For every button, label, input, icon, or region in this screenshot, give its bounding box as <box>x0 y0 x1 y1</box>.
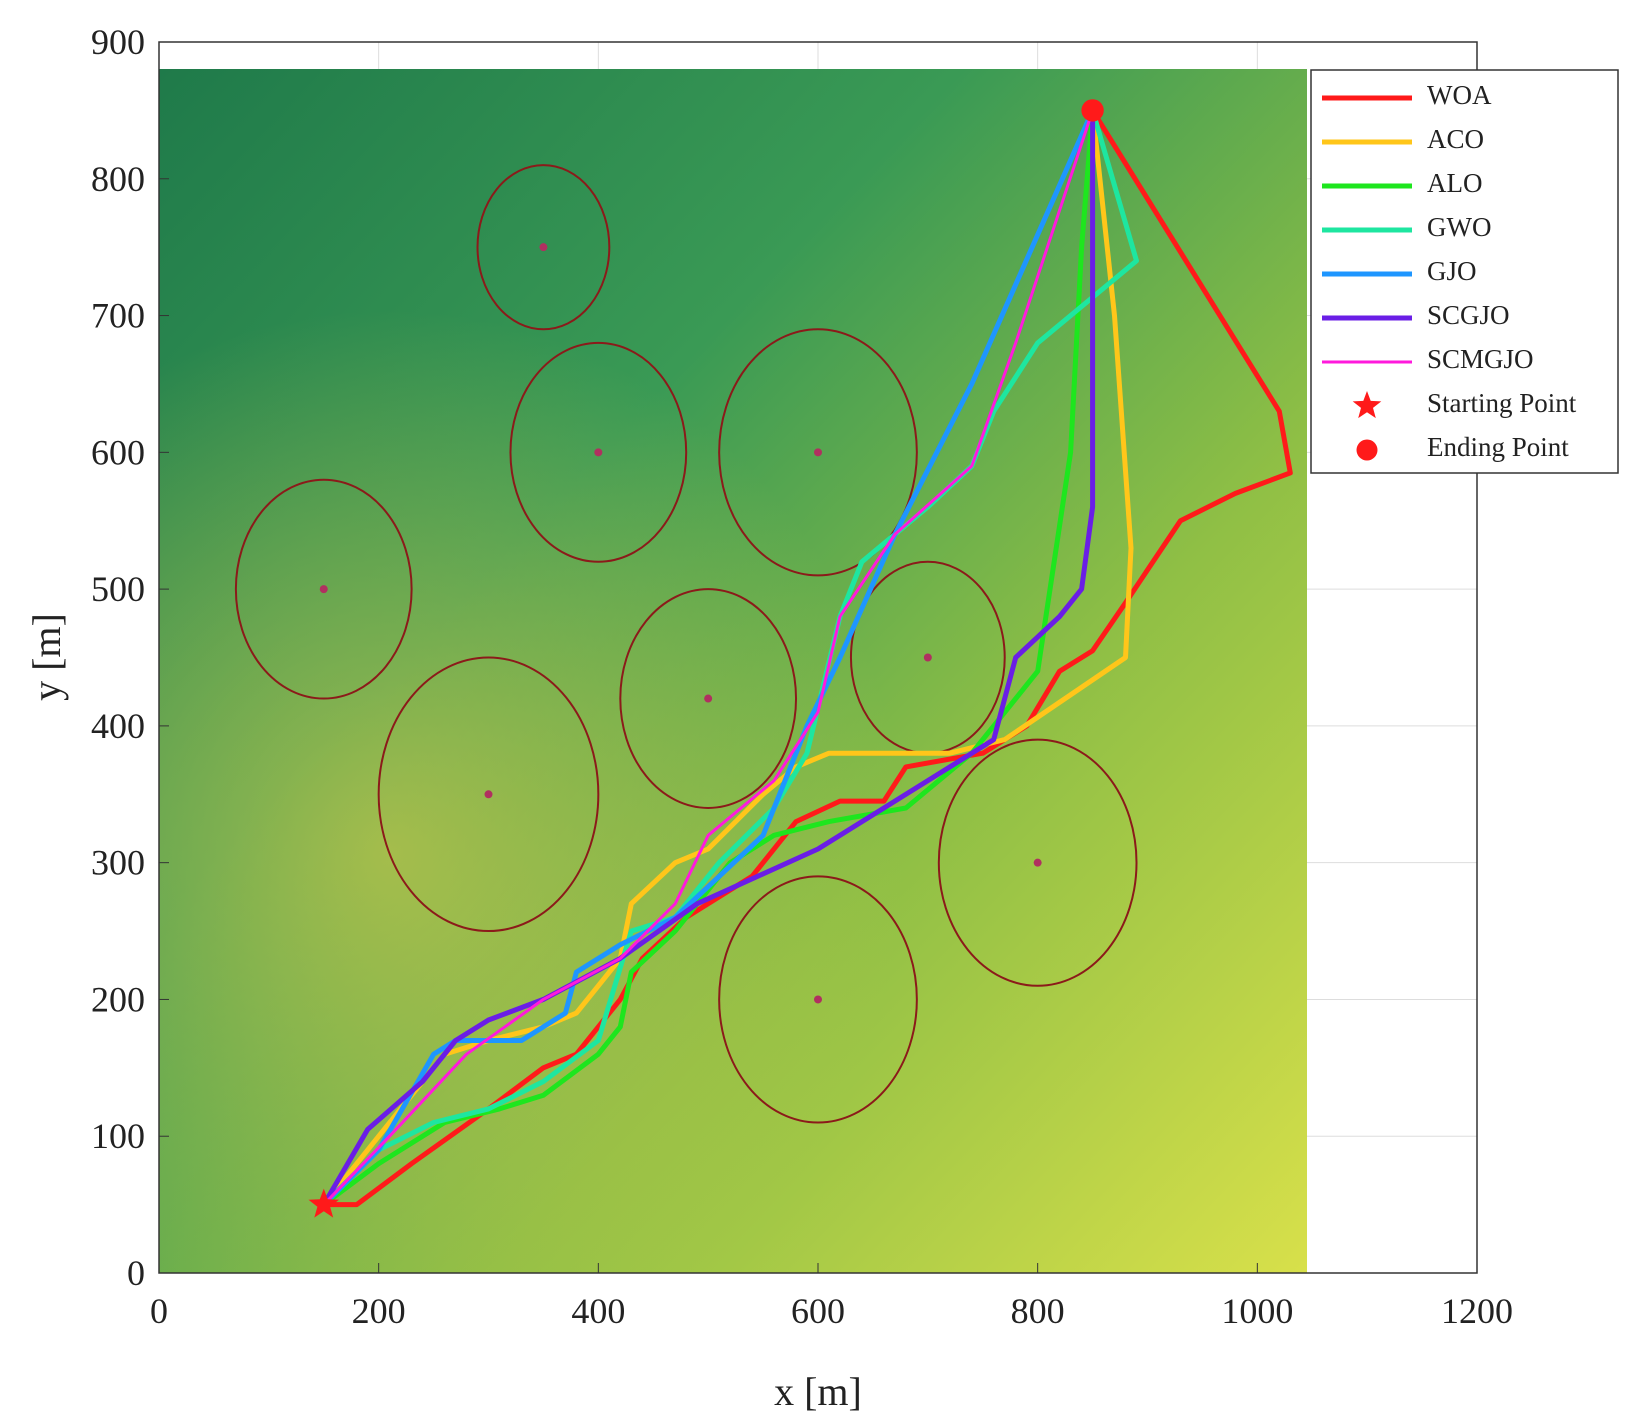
x-tick-label: 200 <box>352 1291 406 1331</box>
legend: WOA ACO ALO GWO GJO SCGJO SCMGJO Starting Point… <box>1322 80 1577 462</box>
x-tick-label: 0 <box>150 1291 168 1331</box>
y-tick-label: 900 <box>91 22 145 62</box>
y-tick-label: 500 <box>91 569 145 609</box>
path-line <box>322 109 1095 1207</box>
legend-label: GJO <box>1427 256 1477 286</box>
path-line <box>321 110 1134 1207</box>
x-tick-label: 1000 <box>1221 1291 1293 1331</box>
x-tick-label: 800 <box>1011 1291 1065 1331</box>
legend-label: Ending Point <box>1427 432 1569 462</box>
start-marker <box>308 1188 339 1218</box>
x-tick-label: 400 <box>571 1291 625 1331</box>
end-marker <box>1081 99 1104 122</box>
y-tick-label: 0 <box>127 1253 145 1293</box>
x-tick-label: 1200 <box>1441 1291 1513 1331</box>
y-tick-label: 100 <box>91 1116 145 1156</box>
threat-center <box>319 585 328 594</box>
threat-zone <box>476 164 611 331</box>
threat-zone <box>718 328 918 577</box>
threat-center <box>539 243 548 252</box>
threat-zone <box>937 738 1138 987</box>
legend-symbol <box>1352 391 1382 419</box>
y-tick-label: 700 <box>91 296 145 336</box>
y-tick-label: 800 <box>91 159 145 199</box>
y-tick-label: 600 <box>91 432 145 472</box>
terrain-shade <box>159 69 1307 1273</box>
y-axis-label: y [m] <box>24 613 69 701</box>
path-line <box>321 110 1096 1206</box>
legend-label: WOA <box>1427 80 1492 110</box>
threat-zone <box>234 478 413 700</box>
x-tick-label: 600 <box>791 1291 845 1331</box>
threat-zone <box>509 341 688 563</box>
threat-zone <box>619 588 798 809</box>
legend-symbol <box>1356 439 1378 461</box>
legend-label: ALO <box>1427 168 1483 198</box>
threat-center <box>923 653 932 662</box>
y-tick-label: 200 <box>91 979 145 1019</box>
plot <box>234 99 1293 1218</box>
threat-zone <box>718 875 918 1124</box>
legend-label: SCMGJO <box>1427 344 1534 374</box>
threat-center <box>814 448 822 457</box>
legend-label: ACO <box>1427 124 1484 154</box>
threat-center <box>594 448 603 457</box>
threat-center <box>1033 858 1042 867</box>
x-axis-label: x [m] <box>774 1369 862 1414</box>
legend-label: GWO <box>1427 212 1491 242</box>
threat-zone <box>377 656 600 933</box>
legend-label: Starting Point <box>1427 388 1577 418</box>
path-line <box>322 109 1095 1206</box>
threat-center <box>704 694 713 703</box>
y-tick-label: 300 <box>91 843 145 883</box>
path-line <box>323 109 1293 1208</box>
y-tick-label: 400 <box>91 706 145 746</box>
legend-label: SCGJO <box>1427 300 1510 330</box>
threat-center <box>814 995 822 1004</box>
threat-center <box>484 790 493 799</box>
